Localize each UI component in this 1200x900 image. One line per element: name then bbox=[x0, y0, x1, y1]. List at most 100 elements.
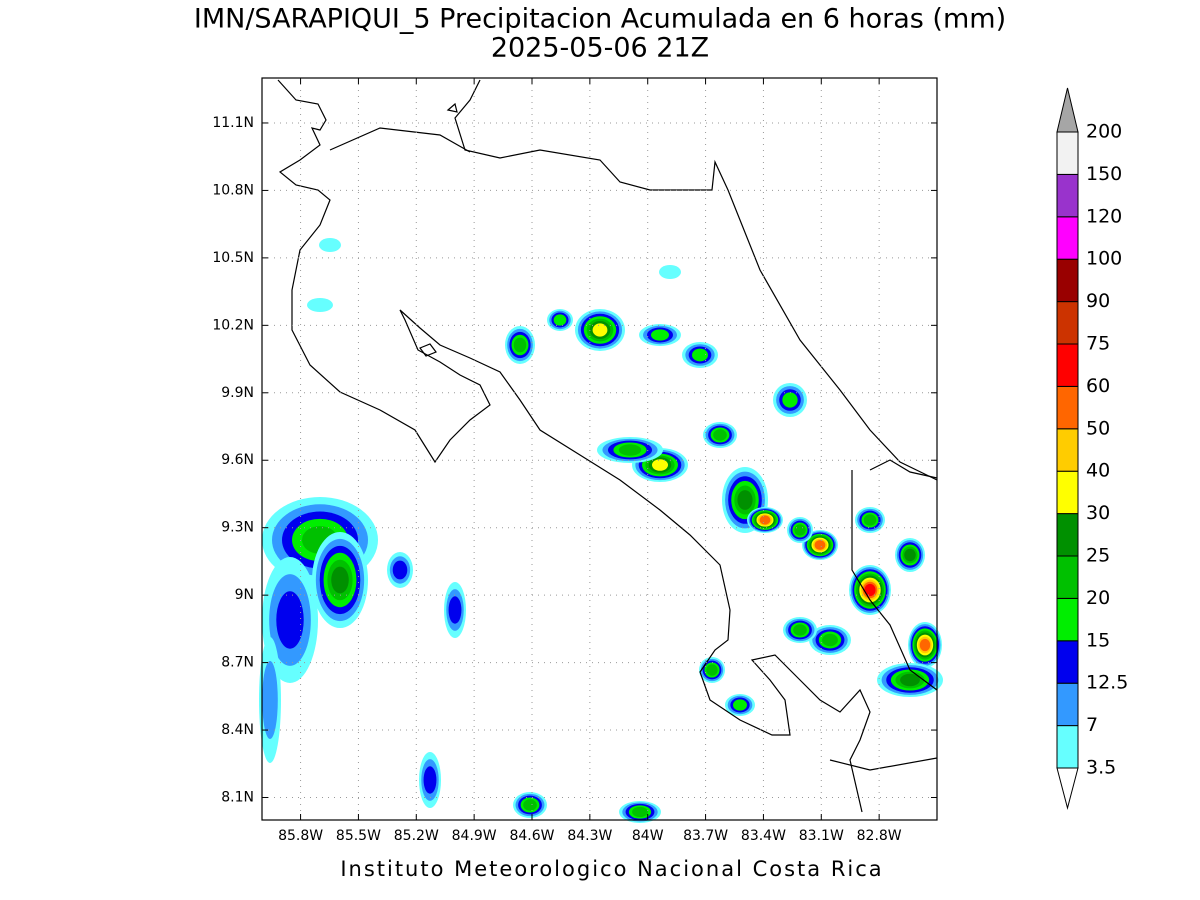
x-tick-label: 82.8W bbox=[857, 828, 902, 844]
coastline bbox=[829, 757, 938, 771]
colorbar-label: 40 bbox=[1086, 460, 1110, 482]
x-tick-label: 85.5W bbox=[336, 828, 381, 844]
colorbar-box bbox=[1056, 258, 1079, 303]
colorbar-label: 20 bbox=[1086, 587, 1110, 609]
precip-contour bbox=[733, 699, 747, 711]
y-tick-label: 9.6N bbox=[221, 452, 254, 468]
colorbar-extend bbox=[1056, 87, 1079, 133]
colorbar-label: 120 bbox=[1086, 205, 1122, 227]
colorbar-label: 15 bbox=[1086, 629, 1110, 651]
precip-contour bbox=[737, 490, 753, 510]
precip-contour bbox=[652, 459, 668, 471]
precip-contour bbox=[864, 583, 876, 597]
y-tick-label: 9.3N bbox=[221, 520, 254, 536]
precip-contour bbox=[651, 329, 669, 341]
colorbar-box bbox=[1056, 640, 1079, 684]
axes: 11.1N 10.8N 10.5N 10.2N 9.9N 9.6N 9.3N 9N 8.7N 8.… bbox=[212, 78, 937, 844]
colorbar-label: 25 bbox=[1086, 545, 1110, 567]
y-tick-label: 8.7N bbox=[221, 655, 254, 671]
precip-contour bbox=[319, 238, 341, 252]
precip-contour bbox=[706, 664, 718, 676]
x-tick-label: 84.3W bbox=[567, 828, 612, 844]
precip-contour bbox=[782, 392, 798, 408]
colorbar-box bbox=[1056, 173, 1079, 218]
y-tick-label: 8.1N bbox=[221, 790, 254, 806]
colorbar-label: 50 bbox=[1086, 417, 1110, 439]
y-tick-label: 10.8N bbox=[212, 182, 254, 198]
colorbar-box bbox=[1056, 470, 1079, 515]
precip-contour bbox=[307, 298, 333, 312]
colorbar-box bbox=[1056, 725, 1079, 769]
precip-contour bbox=[904, 548, 916, 562]
coastline bbox=[277, 79, 871, 813]
colorbar-box bbox=[1056, 343, 1079, 387]
y-tick-label: 8.4N bbox=[221, 722, 254, 738]
colorbar-label: 60 bbox=[1086, 375, 1110, 397]
x-tick-label: 83.7W bbox=[683, 828, 728, 844]
precip-contour bbox=[919, 638, 931, 652]
colorbar-box bbox=[1056, 428, 1079, 472]
precip-contour bbox=[632, 806, 648, 818]
colorbar-box bbox=[1056, 385, 1079, 430]
precip-contour bbox=[513, 337, 527, 353]
colorbar-label: 90 bbox=[1086, 290, 1110, 312]
precip-contour bbox=[793, 624, 807, 636]
colorbar-label: 200 bbox=[1086, 121, 1122, 143]
precip-contour bbox=[276, 591, 304, 649]
x-tick-label: 85.2W bbox=[394, 828, 439, 844]
precip-contour bbox=[592, 323, 608, 337]
colorbar: 3.5 7 12.5 15 20 25 30 40 50 60 75 90 100 120 150 200 bbox=[1056, 87, 1128, 810]
precip-contour bbox=[692, 348, 708, 362]
precip-contour bbox=[759, 515, 771, 525]
border bbox=[869, 459, 938, 479]
map-frame bbox=[261, 77, 938, 821]
precip-contour bbox=[659, 265, 681, 279]
colorbar-box bbox=[1056, 597, 1079, 642]
map-subtitle: 2025-05-06 21Z bbox=[491, 33, 709, 64]
coastline bbox=[454, 79, 938, 481]
precip-contour bbox=[262, 661, 278, 739]
precip-contour bbox=[713, 429, 727, 441]
colorbar-label: 30 bbox=[1086, 502, 1110, 524]
colorbar-label: 3.5 bbox=[1086, 757, 1116, 779]
x-tick-label: 84W bbox=[632, 828, 664, 844]
precip-contour bbox=[553, 314, 567, 326]
precip-contour bbox=[448, 596, 462, 624]
map-title: IMN/SARAPIQUI_5 Precipitacion Acumulada … bbox=[194, 4, 1006, 35]
border bbox=[851, 470, 938, 691]
y-tick-label: 9N bbox=[235, 587, 254, 603]
precip-contour bbox=[618, 444, 642, 456]
y-tick-label: 9.9N bbox=[221, 385, 254, 401]
colorbar-label: 12.5 bbox=[1086, 672, 1128, 694]
border bbox=[329, 127, 471, 153]
island bbox=[419, 102, 458, 357]
map-footer: Instituto Meteorologico Nacional Costa R… bbox=[340, 857, 883, 881]
colorbar-label: 7 bbox=[1086, 714, 1098, 736]
colorbar-label: 150 bbox=[1086, 163, 1122, 185]
precip-contour bbox=[863, 514, 877, 526]
colorbar-box bbox=[1056, 131, 1079, 175]
precip-contour bbox=[900, 673, 920, 687]
precip-contour bbox=[392, 560, 408, 580]
y-tick-label: 10.2N bbox=[212, 317, 254, 333]
x-tick-label: 83.1W bbox=[799, 828, 844, 844]
colorbar-extend bbox=[1056, 767, 1079, 810]
precip-contour bbox=[423, 766, 437, 794]
precip-contour bbox=[822, 633, 838, 647]
precip-contour bbox=[523, 799, 537, 811]
y-tick-label: 11.1N bbox=[212, 115, 254, 131]
x-tick-label: 83.4W bbox=[741, 828, 786, 844]
colorbar-label: 100 bbox=[1086, 248, 1122, 270]
precip-contour bbox=[331, 566, 349, 594]
colorbar-box bbox=[1056, 682, 1079, 727]
x-tick-label: 84.9W bbox=[452, 828, 497, 844]
colorbar-box bbox=[1056, 301, 1079, 345]
colorbar-box bbox=[1056, 216, 1079, 260]
colorbar-box bbox=[1056, 555, 1079, 599]
x-tick-label: 84.6W bbox=[509, 828, 554, 844]
y-tick-label: 10.5N bbox=[212, 250, 254, 266]
precip-contour bbox=[814, 540, 826, 550]
precip-contour bbox=[794, 524, 806, 536]
x-tick-label: 85.8W bbox=[278, 828, 323, 844]
